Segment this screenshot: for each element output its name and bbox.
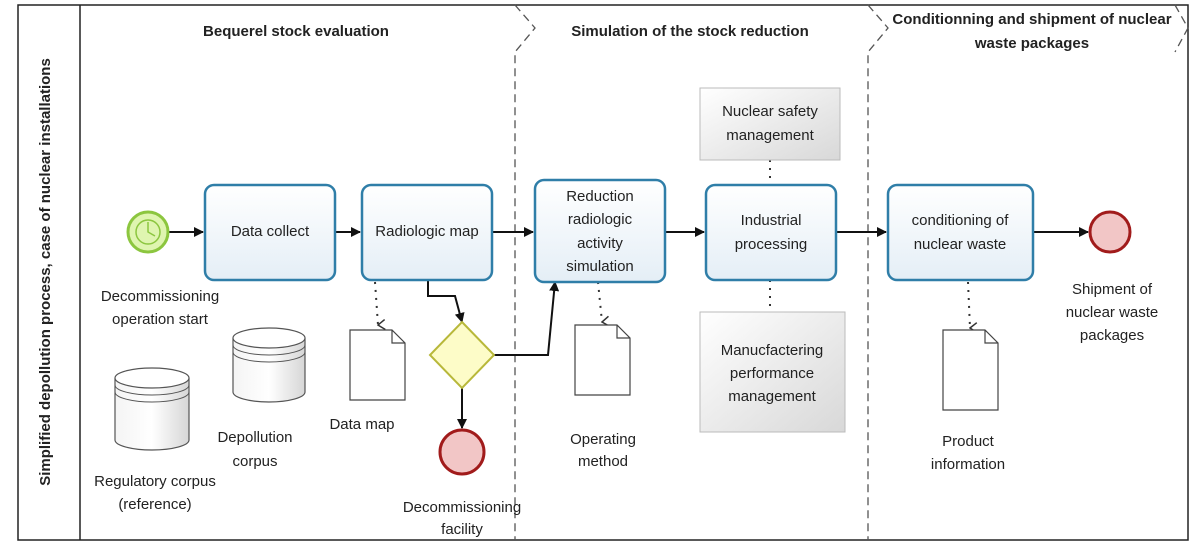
task-label: radiologic: [568, 211, 633, 228]
event-label: Decommissioning: [101, 288, 219, 305]
task-label: activity: [577, 235, 623, 252]
data-store-label: Depollution: [217, 429, 292, 446]
timer-icon: [135, 219, 161, 245]
data-store-body: [114, 378, 190, 451]
task-label: Industrial: [741, 212, 802, 229]
task-label: Radiologic map: [375, 223, 478, 240]
task-label: Data collect: [231, 223, 310, 240]
annotation-label: Manucfactering: [721, 342, 824, 359]
phase-separator: [867, 4, 889, 540]
end-event: [1088, 210, 1132, 254]
data-object-label: information: [931, 456, 1005, 473]
task-label: Reduction: [566, 188, 634, 205]
phase-separator: [514, 4, 536, 540]
annotation: [699, 311, 846, 433]
gateway: [428, 320, 496, 390]
sequence-flows: [169, 227, 1089, 429]
pool-label: Simplified depollution process, case of …: [37, 58, 54, 486]
phase-title: waste packages: [974, 35, 1089, 52]
data-store-top: [114, 367, 190, 389]
associations: [374, 160, 970, 328]
event-label: nuclear waste: [1066, 304, 1159, 321]
annotation-label: management: [728, 388, 816, 405]
data-store-label: Regulatory corpus: [94, 473, 216, 490]
timer-hands: [147, 222, 156, 237]
event-label: packages: [1080, 327, 1144, 344]
end-event: [438, 428, 486, 476]
task: [533, 178, 667, 284]
data-object-label: Data map: [329, 416, 394, 433]
task: [704, 183, 838, 282]
event-label: operation start: [112, 311, 209, 328]
annotation: [699, 87, 841, 161]
association: [597, 281, 602, 322]
data-store-top: [232, 327, 306, 349]
association: [967, 281, 970, 328]
phase-separators: [514, 4, 1189, 540]
task-label: simulation: [566, 258, 634, 275]
event-label: Decommissioning: [403, 499, 521, 516]
data-object-label: Product: [942, 433, 995, 450]
task-label: processing: [735, 236, 808, 253]
data-store-label: corpus: [232, 453, 277, 470]
pool-frame: [17, 4, 1189, 541]
pool: Simplified depollution process, case of …: [17, 4, 1189, 541]
task-label: conditioning of: [912, 212, 1010, 229]
data-object-label: method: [578, 453, 628, 470]
data-object: [574, 324, 631, 396]
annotation-label: performance: [730, 365, 814, 382]
data-object-label: Operating: [570, 431, 636, 448]
phase-title: Simulation of the stock reduction: [571, 23, 809, 40]
event-label: facility: [441, 521, 483, 538]
task: [360, 183, 494, 282]
phase-separator: [1174, 4, 1189, 53]
data-store-label: (reference): [118, 496, 191, 513]
flow: [494, 281, 560, 356]
data-store: [114, 367, 190, 451]
flow: [427, 280, 465, 323]
phase-title: Conditionning and shipment of nuclear: [892, 11, 1171, 28]
annotation-label: management: [726, 127, 814, 144]
data-store: [232, 327, 306, 403]
task: [203, 183, 337, 282]
task-label: nuclear waste: [914, 236, 1007, 253]
event-label: Shipment of: [1072, 281, 1153, 298]
phase-title: Bequerel stock evaluation: [203, 23, 389, 40]
data-store-rings: [114, 384, 190, 403]
association: [374, 281, 378, 325]
annotation-label: Nuclear safety: [722, 103, 818, 120]
data-object: [349, 329, 406, 401]
data-object: [942, 329, 999, 411]
task: [886, 183, 1035, 282]
data-store-rings: [232, 344, 306, 363]
